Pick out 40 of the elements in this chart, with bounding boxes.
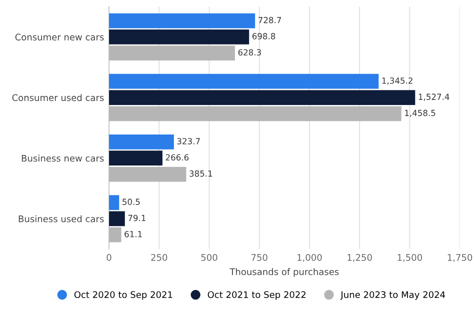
y-tick-label: Consumer used cars (12, 94, 104, 102)
x-tick-label: 1,000 (298, 254, 322, 262)
data-label: 266.6 (166, 154, 189, 161)
data-label: 698.8 (252, 33, 276, 40)
bar (109, 211, 125, 226)
data-label: 728.7 (258, 16, 281, 24)
x-tick-label: 1,500 (398, 254, 422, 262)
x-tick-label: 1,250 (348, 254, 372, 262)
data-label: 385.1 (190, 170, 212, 177)
bar (109, 90, 416, 105)
x-tick-label: 0 (106, 254, 112, 261)
bar (109, 227, 122, 242)
x-axis-title: Thousands of purchases (230, 268, 339, 277)
bar (109, 30, 250, 44)
bar (109, 46, 235, 61)
legend-label: Oct 2021 to Sep 2022 (208, 291, 306, 300)
data-label: 1,345.2 (382, 77, 412, 85)
y-tick-label: Consumer new cars (15, 34, 104, 40)
bar (109, 13, 256, 28)
bar (109, 134, 174, 150)
bar (109, 195, 120, 210)
data-label: 79.1 (128, 214, 146, 222)
x-tick-label: 250 (151, 254, 168, 261)
data-label: 628.3 (238, 49, 261, 56)
x-tick-label: 500 (201, 254, 218, 261)
bar (109, 166, 186, 182)
bar (109, 74, 379, 89)
y-tick-label: Business used cars (18, 215, 104, 222)
data-label: 323.7 (177, 138, 200, 144)
bar (109, 150, 162, 166)
data-label: 50.5 (122, 198, 140, 205)
legend-label: Oct 2020 to Sep 2021 (74, 291, 172, 300)
x-tick-label: 750 (251, 254, 268, 261)
data-label: 1,458.5 (405, 110, 436, 117)
data-label: 61.1 (124, 230, 142, 238)
x-tick-label: 1,750 (448, 254, 472, 262)
data-label: 1,527.4 (418, 94, 450, 101)
bar (109, 106, 402, 122)
y-tick-label: Business new cars (22, 154, 104, 162)
legend-label: June 2023 to May 2024 (340, 291, 446, 300)
